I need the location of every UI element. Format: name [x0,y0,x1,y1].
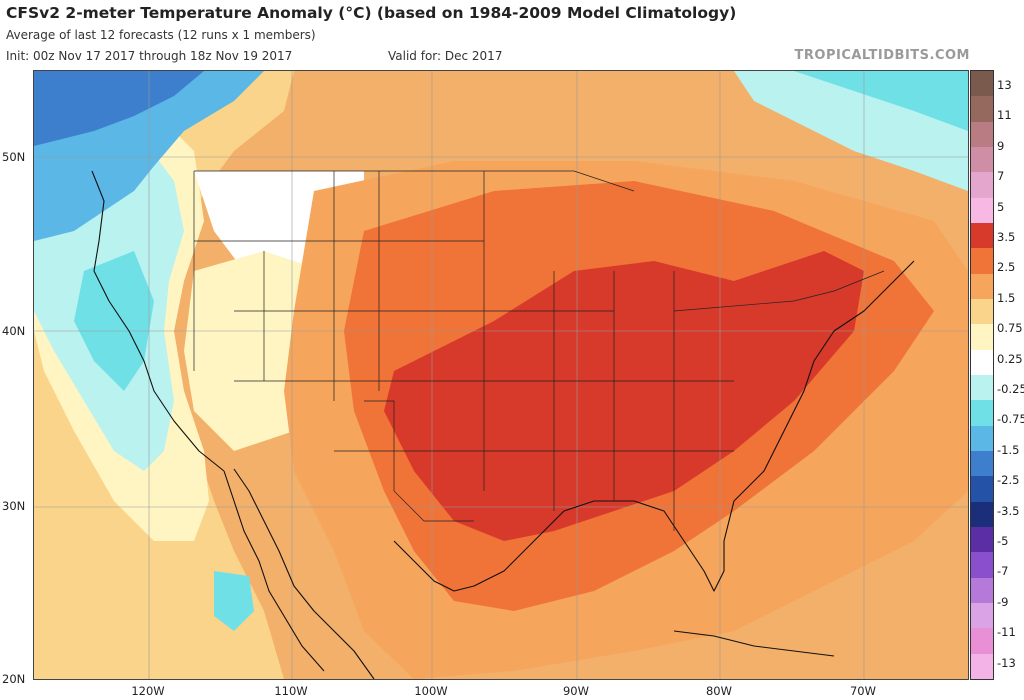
legend-label: 7 [997,169,1005,184]
valid-text: Valid for: Dec 2017 [388,49,503,63]
brand-watermark: TROPICALTIDBITS.COM [794,48,970,63]
legend-swatch [971,653,993,680]
legend-swatch [971,400,993,427]
legend-swatch [971,425,993,452]
legend-swatch [971,603,993,629]
lon-label-90w: 90W [562,684,590,698]
legend-label: 11 [997,108,1012,123]
legend-swatch [971,121,993,148]
alaska-cold-zone [34,71,204,146]
lon-label-110w: 110W [274,684,308,698]
legend-label: 2.5 [997,260,1016,275]
legend-swatch [971,324,993,351]
lon-label-80w: 80W [705,684,733,698]
lat-label-40n: 40N [2,324,26,338]
legend-swatch [971,172,993,199]
legend-swatch [971,375,993,401]
legend-label: -1.5 [997,442,1020,457]
legend-swatch [971,527,993,553]
anomaly-map-svg [34,71,968,679]
legend-label: -13 [997,655,1016,670]
map-subtitle: Average of last 12 forecasts (12 runs x … [6,28,316,42]
baja-cool-zone [214,571,254,631]
anomaly-map [33,70,969,680]
lat-label-50n: 50N [2,150,26,164]
lon-label-70w: 70W [849,684,877,698]
legend-label: -2.5 [997,473,1020,488]
legend-label: 1.5 [997,290,1016,305]
oregon-cool-zone [74,251,154,391]
legend-label: 13 [997,78,1012,92]
legend-label: -11 [997,625,1016,640]
legend-swatch [971,96,993,123]
lat-label-30n: 30N [2,499,26,513]
coastlines [91,170,915,679]
legend-label: 5 [997,199,1005,214]
map-title: CFSv2 2-meter Temperature Anomaly (°C) (… [6,4,737,22]
legend-swatch [971,577,993,604]
legend-label: -9 [997,594,1009,609]
legend-swatch [971,451,993,477]
legend-label: -5 [997,534,1009,548]
state-borders [193,170,885,531]
legend-label: -0.75 [997,412,1024,427]
legend-swatch [971,223,993,249]
init-text: Init: 00z Nov 17 2017 through 18z Nov 19… [6,49,293,63]
legend-swatch [971,552,993,579]
color-legend [970,70,994,680]
legend-swatch [971,248,993,275]
lat-label-20n: 20N [2,672,26,686]
legend-swatch [971,273,993,300]
legend-label: -7 [997,564,1009,579]
lon-label-100w: 100W [414,684,448,698]
legend-swatch [971,476,993,503]
legend-swatch [971,501,993,528]
legend-label: 3.5 [997,230,1016,244]
legend-label: -0.25 [997,382,1024,396]
legend-swatch [971,197,993,224]
legend-swatch [971,299,993,325]
legend-swatch [971,147,993,173]
legend-swatch [971,349,993,376]
legend-swatch [971,71,993,97]
legend-label: -3.5 [997,503,1020,518]
lon-label-120w: 120W [131,684,165,698]
legend-swatch [971,628,993,655]
legend-label: 0.25 [997,351,1023,366]
canada-ne-cool-mid [794,71,968,131]
legend-label: 9 [997,138,1005,153]
graticule [34,71,968,679]
legend-label: 0.75 [997,321,1023,336]
warm-zone-3 [384,251,864,541]
